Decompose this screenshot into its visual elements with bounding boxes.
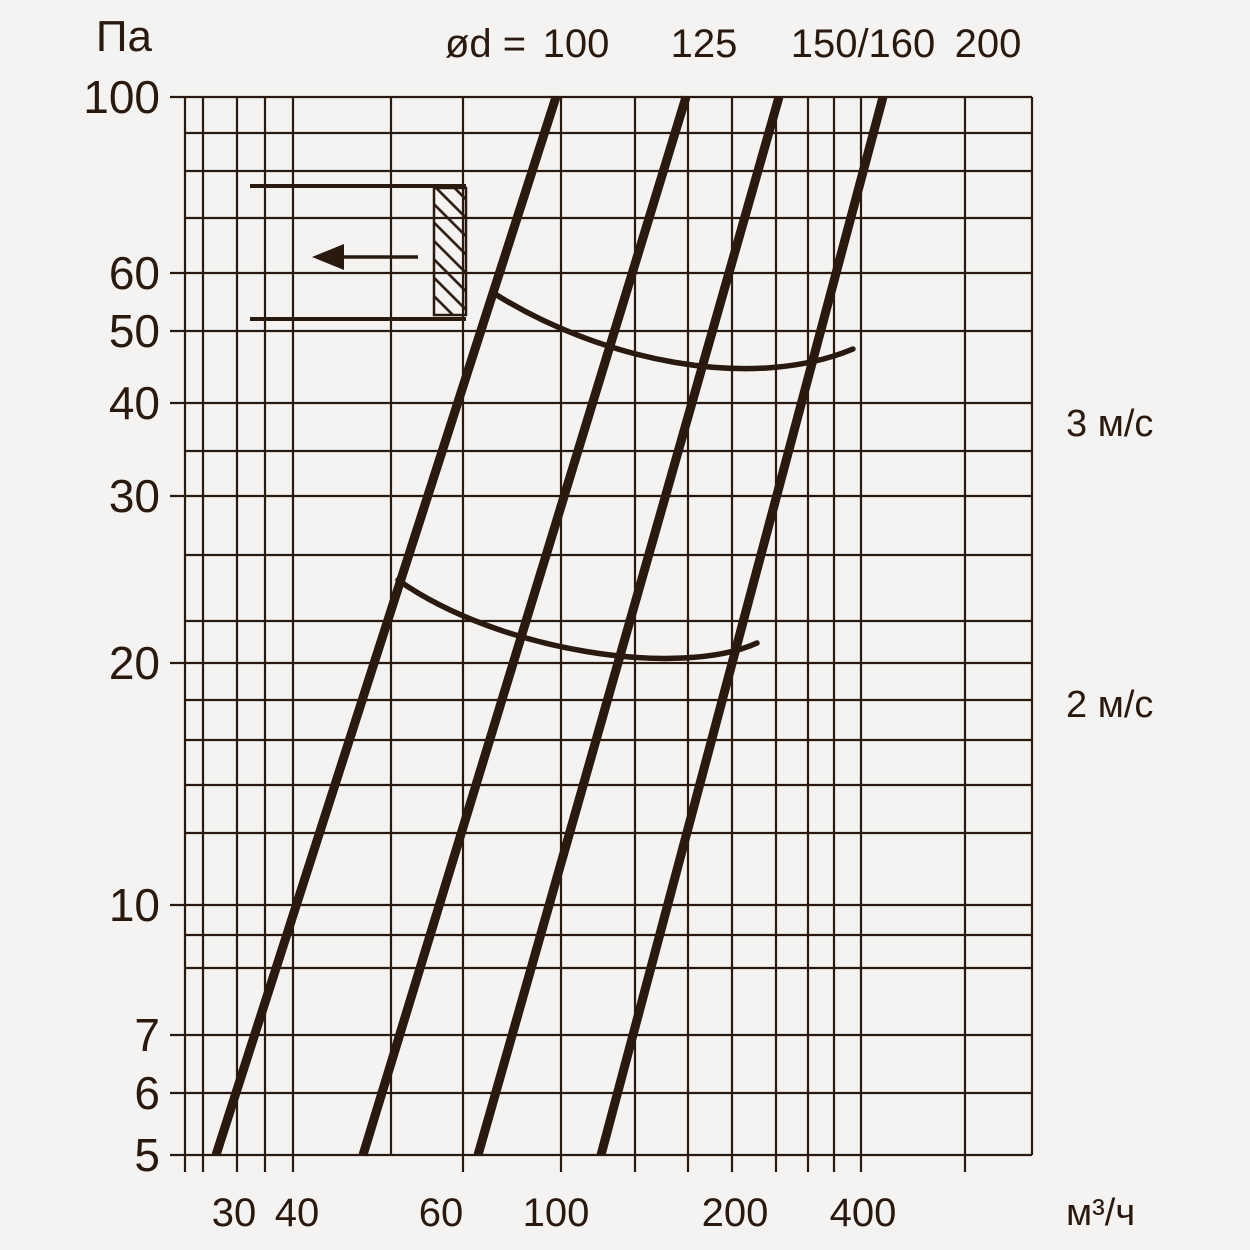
- diameter-legend-item-125: 125: [670, 22, 738, 66]
- y-tick-label: 60: [108, 247, 160, 299]
- grid-lines: [170, 95, 1034, 1172]
- y-tick-label: 30: [108, 470, 160, 522]
- diameter-legend-item-200: 200: [954, 22, 1022, 66]
- y-tick-label: 7: [134, 1009, 160, 1061]
- y-tick-label: 40: [108, 377, 160, 429]
- diameter-legend-item-150-160: 150/160: [790, 22, 936, 66]
- y-tick-label: 20: [108, 637, 160, 689]
- velocity-curves: [395, 291, 856, 662]
- y-tick-label: 10: [108, 879, 160, 931]
- diameter-legend-item-100: 100: [542, 22, 610, 66]
- x-tick-label: 30: [211, 1191, 257, 1235]
- x-tick-label: 40: [274, 1191, 320, 1235]
- velocity-label-2ms: 2 м/с: [1066, 684, 1154, 726]
- x-tick-label: 200: [701, 1191, 769, 1235]
- y-tick-label: 5: [134, 1129, 160, 1181]
- x-tick-label: 400: [829, 1191, 897, 1235]
- diameter-lines: [211, 95, 888, 1157]
- y-tick-label: 6: [134, 1067, 160, 1119]
- damper-inset-drawing: [250, 184, 468, 321]
- pressure-unit-label: Па: [95, 12, 152, 61]
- diameter-legend-prefix: ød =: [445, 22, 527, 66]
- flow-unit-label: м³/ч: [1066, 1192, 1136, 1234]
- x-tick-label: 60: [418, 1191, 464, 1235]
- y-tick-label: 100: [83, 71, 160, 123]
- y-tick-label: 50: [108, 305, 160, 357]
- x-tick-label: 100: [522, 1191, 590, 1235]
- velocity-label-3ms: 3 м/с: [1066, 403, 1154, 445]
